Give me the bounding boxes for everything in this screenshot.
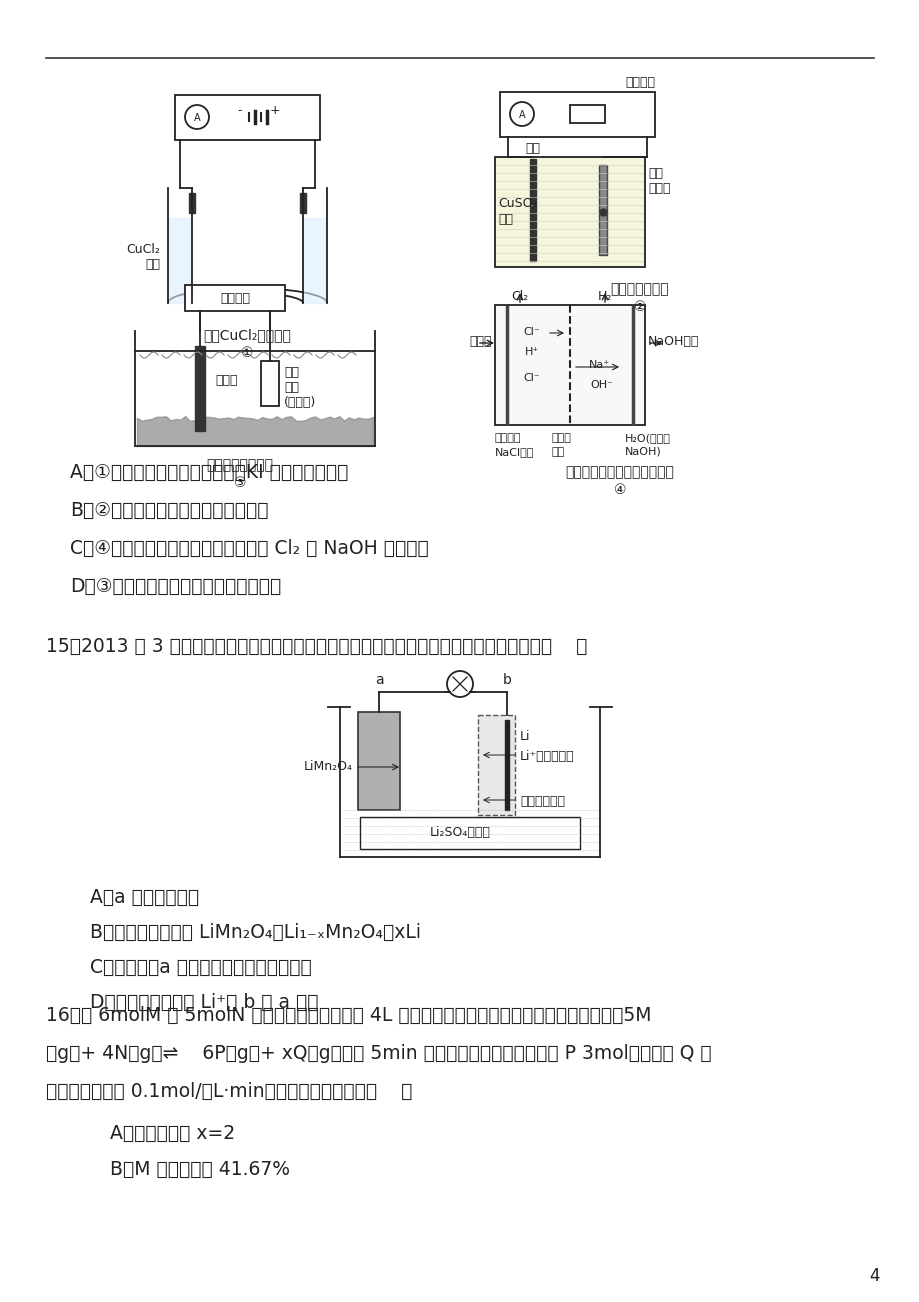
Text: 15．2013 年 3 月我国科学家报道了如图所示的水溶液锂离子电池体系。下列叙述错误的是（    ）: 15．2013 年 3 月我国科学家报道了如图所示的水溶液锂离子电池体系。下列叙… [46, 637, 586, 656]
Text: 4: 4 [868, 1267, 879, 1285]
Text: 溶液: 溶液 [145, 258, 160, 271]
Text: Cl₂: Cl₂ [511, 290, 528, 303]
Text: NaCl溶液: NaCl溶液 [494, 447, 534, 457]
Bar [499, 92, 654, 137]
Text: 钢闸门: 钢闸门 [215, 375, 237, 388]
Text: D．③中钢闸门应与外接电源的正极相连: D．③中钢闸门应与外接电源的正极相连 [70, 577, 281, 596]
Bar [478, 715, 515, 815]
Bar [598, 165, 607, 255]
Text: Cl⁻: Cl⁻ [523, 327, 539, 337]
Text: Li: Li [519, 730, 530, 743]
Text: 电极: 电极 [284, 381, 299, 395]
Bar [175, 95, 320, 141]
Text: 铜片: 铜片 [525, 142, 540, 155]
Text: 电镀铜实验装置: 电镀铜实验装置 [610, 283, 669, 296]
Text: 聚合物电解质: 聚合物电解质 [519, 796, 564, 809]
Text: CuCl₂: CuCl₂ [126, 243, 160, 256]
Bar [494, 158, 644, 267]
Text: 电解CuCl₂溶液装置: 电解CuCl₂溶液装置 [203, 328, 290, 342]
Text: H₂: H₂ [597, 290, 611, 303]
Text: 淡盐水: 淡盐水 [469, 335, 492, 348]
Text: 溶液: 溶液 [497, 214, 513, 227]
Text: A．a 为电池的正极: A．a 为电池的正极 [90, 888, 199, 907]
Bar [494, 305, 644, 424]
Text: A．化学计量数 x=2: A．化学计量数 x=2 [110, 1124, 235, 1143]
Bar [529, 159, 536, 260]
Text: C．放电时，a 极锂元素的化合价发生变化: C．放电时，a 极锂元素的化合价发生变化 [90, 958, 312, 976]
Text: H⁺: H⁺ [525, 348, 539, 357]
Text: H₂O(含少量: H₂O(含少量 [624, 434, 670, 443]
Text: C．④中的离子交换膜可以避免生成的 Cl₂ 与 NaOH 溶液反应: C．④中的离子交换膜可以避免生成的 Cl₂ 与 NaOH 溶液反应 [70, 539, 428, 559]
Text: a: a [374, 673, 383, 687]
Text: 铁制品: 铁制品 [647, 182, 670, 195]
Bar [300, 193, 306, 214]
Text: 钢铁的电化学防护: 钢铁的电化学防护 [206, 458, 273, 473]
Text: ①: ① [241, 346, 253, 359]
Bar [261, 361, 278, 406]
Text: Na⁺: Na⁺ [588, 359, 609, 370]
Text: 换膜: 换膜 [551, 447, 564, 457]
Text: 辅助: 辅助 [284, 366, 299, 379]
Text: 直流电源: 直流电源 [624, 76, 654, 89]
Text: ④: ④ [613, 483, 626, 497]
Text: （g）+ 4N（g）⇌    6P（g）+ xQ（g），经 5min 后反应达到平衡，此时生成 P 3mol，并测得 Q 的: （g）+ 4N（g）⇌ 6P（g）+ xQ（g），经 5min 后反应达到平衡，… [46, 1044, 711, 1062]
Text: B．M 的转化率为 41.67%: B．M 的转化率为 41.67% [110, 1160, 289, 1180]
Text: +: + [269, 104, 280, 117]
Text: b: b [502, 673, 511, 687]
Bar [359, 816, 579, 849]
Text: CuSO₄: CuSO₄ [497, 197, 537, 210]
Text: Li⁺快离子导体: Li⁺快离子导体 [519, 750, 574, 763]
Text: 平均反应速率为 0.1mol/（L·min）下列说法正确的是（    ）: 平均反应速率为 0.1mol/（L·min）下列说法正确的是（ ） [46, 1082, 412, 1101]
Text: 待镀: 待镀 [647, 167, 663, 180]
Circle shape [185, 105, 209, 129]
Text: 外接电源: 外接电源 [220, 292, 250, 305]
Text: ②: ② [633, 299, 645, 314]
Text: 离子交换膜法电解原理示意图: 离子交换膜法电解原理示意图 [565, 465, 674, 479]
Bar [357, 712, 400, 810]
Text: 精制饱和: 精制饱和 [494, 434, 521, 443]
Text: B．②中待镀铁制品应与电源正极相连: B．②中待镀铁制品应与电源正极相连 [70, 501, 268, 519]
Text: OH⁻: OH⁻ [590, 380, 613, 391]
Text: A: A [194, 113, 200, 122]
Text: B．电池充电反应为 LiMn₂O₄＝Li₁₋ₓMn₂O₄＋xLi: B．电池充电反应为 LiMn₂O₄＝Li₁₋ₓMn₂O₄＋xLi [90, 923, 421, 943]
Text: A．①中阴极处能产生使湿润淀粉KI 试纸变蓝的气体: A．①中阴极处能产生使湿润淀粉KI 试纸变蓝的气体 [70, 464, 348, 482]
Text: NaOH): NaOH) [624, 447, 661, 457]
Bar [185, 285, 285, 311]
Bar [505, 720, 508, 810]
Text: NaOH溶液: NaOH溶液 [647, 335, 698, 348]
Text: D．放电时，溶液中 Li⁺从 b 向 a 迁移: D．放电时，溶液中 Li⁺从 b 向 a 迁移 [90, 993, 318, 1012]
Text: (不溶性): (不溶性) [284, 396, 316, 409]
Bar [570, 105, 605, 122]
Text: Cl⁻: Cl⁻ [523, 372, 539, 383]
Circle shape [447, 671, 472, 697]
Text: ③: ③ [233, 477, 246, 490]
Text: -: - [237, 104, 242, 117]
Bar [188, 193, 195, 214]
Text: A: A [518, 109, 525, 120]
Text: 16．把 6molM 和 5molN 的混合气体通入容积为 4L 的密闭容器中，在一定条件下发生如下反应：5M: 16．把 6molM 和 5molN 的混合气体通入容积为 4L 的密闭容器中，… [46, 1006, 651, 1025]
Circle shape [509, 102, 533, 126]
Text: Li₂SO₄水溶液: Li₂SO₄水溶液 [429, 827, 490, 840]
Bar [195, 346, 205, 431]
Text: 离子交: 离子交 [551, 434, 572, 443]
Text: LiMn₂O₄: LiMn₂O₄ [303, 760, 353, 773]
